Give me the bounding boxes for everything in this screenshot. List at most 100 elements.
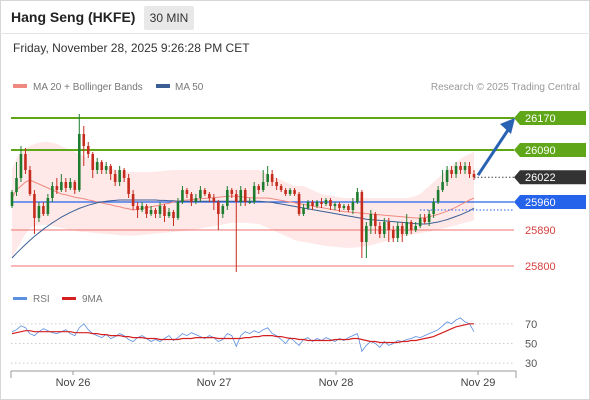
legend-swatch-ma50 xyxy=(156,84,170,88)
candle-body xyxy=(436,190,440,202)
ma50-line xyxy=(11,199,475,259)
candle-body xyxy=(217,202,220,214)
candle-body xyxy=(324,200,328,204)
candle-body xyxy=(400,226,404,234)
candle-body xyxy=(329,200,332,206)
rsi-pane: RSI 9MA 70 50 30 xyxy=(11,294,537,370)
candle-body xyxy=(356,192,359,202)
research-credit: Research © 2025 Trading Central xyxy=(431,82,580,93)
legend-swatch-9ma xyxy=(62,297,76,300)
candle-body xyxy=(10,192,14,206)
candle-body xyxy=(100,162,104,170)
rsi-tick-30: 30 xyxy=(525,358,537,370)
candle-body xyxy=(338,204,341,208)
x-tick-label: Nov 28 xyxy=(319,377,354,389)
x-tick-label: Nov 29 xyxy=(461,377,496,389)
candle-body xyxy=(347,206,350,210)
candle-body xyxy=(409,222,413,230)
candle-body xyxy=(342,206,346,208)
candle-body xyxy=(432,202,435,214)
level-tag-26090 xyxy=(514,143,586,157)
candle-body xyxy=(459,166,462,170)
candle-body xyxy=(378,226,382,234)
current-price-label: 26022 xyxy=(525,172,556,184)
candle-body xyxy=(167,212,171,216)
candle-body xyxy=(320,202,323,204)
candle-body xyxy=(243,190,247,202)
candle-body xyxy=(230,190,234,194)
candle-body xyxy=(64,182,68,188)
candle-body xyxy=(387,222,391,230)
candle-body xyxy=(266,174,269,182)
candle-body xyxy=(284,190,287,194)
candle-body xyxy=(199,190,202,198)
level-label-25890: 25890 xyxy=(525,225,556,237)
candle-body xyxy=(212,198,216,202)
candle-body xyxy=(221,206,225,214)
candle-body xyxy=(181,190,184,202)
legend-label-ma20: MA 20 + Bollinger Bands xyxy=(33,82,143,93)
rsi-ma-line xyxy=(11,323,474,344)
candle-body xyxy=(28,170,32,194)
candle-body xyxy=(226,190,229,206)
candle-body xyxy=(369,214,373,226)
candle-body xyxy=(118,170,121,182)
candle-body xyxy=(365,226,368,242)
candle-body xyxy=(405,222,409,234)
level-tag-26170 xyxy=(514,111,586,125)
candle-body xyxy=(257,186,260,190)
candle-body xyxy=(333,204,337,206)
candle-body xyxy=(113,174,117,182)
candle-body xyxy=(82,134,86,146)
legend-label-9ma: 9MA xyxy=(82,294,103,305)
candle-body xyxy=(297,194,301,214)
candle-body xyxy=(391,230,395,238)
candle-body xyxy=(441,182,444,190)
projection-arrow xyxy=(476,129,510,177)
candle-body xyxy=(360,192,364,242)
x-tick-label: Nov 27 xyxy=(197,377,232,389)
candle-body xyxy=(454,166,458,174)
candle-body xyxy=(91,154,95,170)
price-pane: MA 20 + Bollinger Bands MA 50 Research © 2… xyxy=(10,82,586,273)
candle-body xyxy=(293,190,296,194)
bollinger-band xyxy=(12,142,474,258)
candle-body xyxy=(104,166,108,170)
level-label-26170: 26170 xyxy=(525,113,556,125)
rsi-line xyxy=(11,317,475,353)
candle-body xyxy=(351,202,355,210)
candle-body xyxy=(203,190,207,194)
candle-body xyxy=(468,166,471,174)
candle-body xyxy=(279,186,283,190)
candle-body xyxy=(239,190,243,202)
candle-body xyxy=(396,226,400,238)
candle-body xyxy=(158,206,162,214)
candle-body xyxy=(77,134,81,190)
candle-body xyxy=(252,186,256,202)
candle-body xyxy=(208,194,211,198)
candle-body xyxy=(131,194,135,206)
level-label-25960: 25960 xyxy=(525,197,556,209)
candle-body xyxy=(275,182,278,186)
candle-body xyxy=(122,170,126,178)
candle-body xyxy=(163,206,166,216)
candle-body xyxy=(423,218,426,222)
candle-body xyxy=(194,198,198,202)
candle-body xyxy=(270,174,274,182)
timeframe-badge[interactable]: 30 MIN xyxy=(144,6,194,30)
level-label-25800: 25800 xyxy=(525,261,556,273)
candle-body xyxy=(149,210,153,214)
candle-body xyxy=(234,194,238,202)
candle-body xyxy=(463,166,467,170)
candle-body xyxy=(311,202,314,206)
legend-label-rsi: RSI xyxy=(33,294,50,305)
candle-body xyxy=(315,202,319,206)
legend-swatch-rsi xyxy=(13,297,27,300)
candle-body xyxy=(185,190,189,194)
candle-body xyxy=(24,154,27,170)
legend-swatch-ma20 xyxy=(13,84,27,88)
candle-body xyxy=(382,222,386,234)
candle-body xyxy=(472,174,476,178)
ma20-line xyxy=(11,179,475,219)
candle-body xyxy=(140,206,144,210)
